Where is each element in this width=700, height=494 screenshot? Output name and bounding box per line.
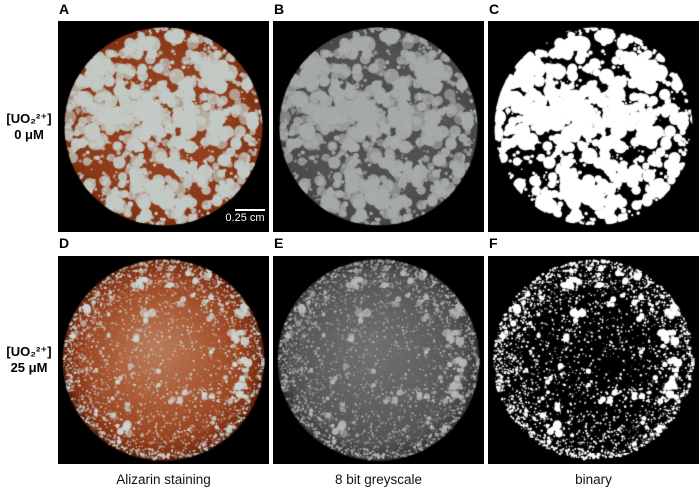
- panel-letter-a: A: [59, 1, 70, 17]
- greyscale-image-0um: [273, 21, 484, 232]
- scale-bar: 0.25 cm: [225, 209, 265, 224]
- scale-bar-label: 0.25 cm: [225, 212, 265, 224]
- greyscale-image-25um: [273, 256, 484, 464]
- binary-image-25um: [488, 256, 699, 464]
- panel-alizarin-25um: [58, 256, 269, 464]
- row-label-25um: [UO₂²⁺] 25 μM: [0, 256, 58, 464]
- alizarin-staining-image-25um: [58, 256, 269, 464]
- panel-binary-25um: [488, 256, 699, 464]
- caption-alizarin-staining: Alizarin staining: [116, 472, 211, 487]
- caption-8bit-greyscale: 8 bit greyscale: [334, 472, 423, 487]
- concentration-25um: 25 μM: [10, 360, 48, 375]
- panel-alizarin-0um: 0.25 cm: [58, 21, 269, 232]
- caption-binary: binary: [575, 472, 612, 487]
- panel-letter-d: D: [59, 235, 70, 251]
- panel-greyscale-0um: [273, 21, 484, 232]
- row-label-0um: [UO₂²⁺] 0 μM: [0, 21, 58, 232]
- panel-letter-f: F: [489, 235, 498, 251]
- uranyl-formula: [UO₂²⁺]: [6, 110, 52, 126]
- alizarin-staining-image-0um: [58, 21, 269, 232]
- panel-binary-0um: [488, 21, 699, 232]
- panel-greyscale-25um: [273, 256, 484, 464]
- binary-image-0um: [488, 21, 699, 232]
- uranyl-formula: [UO₂²⁺]: [6, 344, 52, 359]
- panel-letter-c: C: [489, 1, 500, 17]
- panel-letter-e: E: [274, 235, 284, 251]
- concentration-0um: 0 μM: [14, 126, 44, 142]
- scale-bar-line: [235, 209, 265, 211]
- panel-letter-b: B: [274, 1, 285, 17]
